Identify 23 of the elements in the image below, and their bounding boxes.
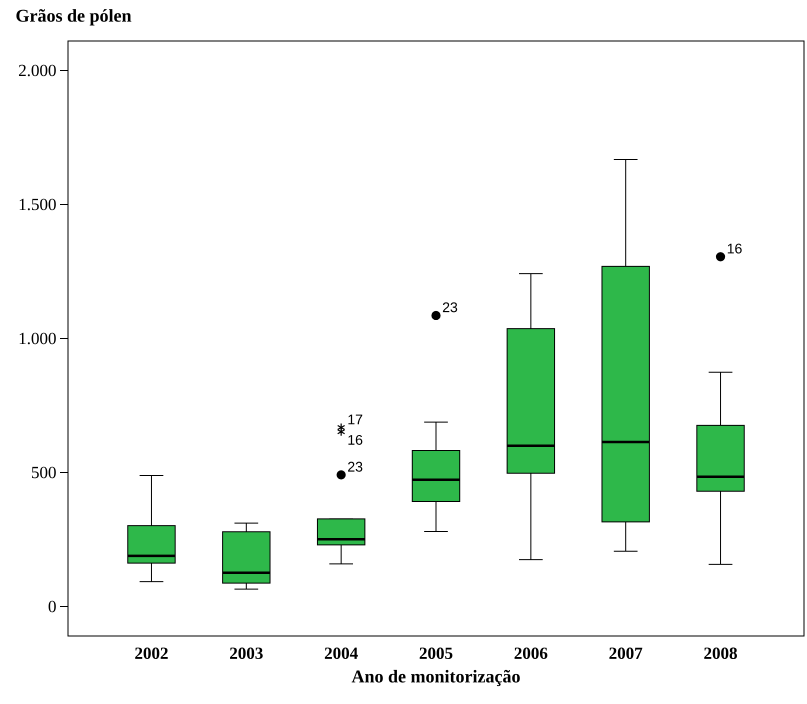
- x-tick-label: 2005: [420, 648, 452, 659]
- y-axis-title: Grãos de pólen: [16, 9, 132, 26]
- point: [431, 310, 441, 320]
- annotation: 17: [348, 414, 362, 424]
- point: [336, 470, 346, 480]
- x-axis-title: Ano de monitorização: [352, 670, 520, 686]
- x-tick-label: 2004: [324, 648, 358, 659]
- x-tick-label: 2006: [514, 648, 548, 659]
- x-tick-label: 2008: [704, 648, 737, 659]
- y-tick-label: 500: [32, 466, 56, 478]
- y-tick-label: 1.000: [20, 332, 56, 344]
- annotation: 16: [348, 434, 362, 445]
- x-tick-label: 2007: [609, 648, 642, 659]
- x-tick-label: 2003: [230, 648, 263, 659]
- x-tick-label: 2002: [135, 648, 168, 659]
- annotation: 16: [728, 244, 742, 254]
- y-tick-label: 0: [48, 600, 56, 612]
- point: [716, 252, 726, 262]
- y-tick-label: 1.500: [20, 198, 56, 210]
- annotation: 23: [348, 462, 362, 472]
- annotation: 23: [442, 302, 458, 312]
- y-tick-label: 2.000: [18, 64, 56, 76]
- point: [337, 422, 346, 432]
